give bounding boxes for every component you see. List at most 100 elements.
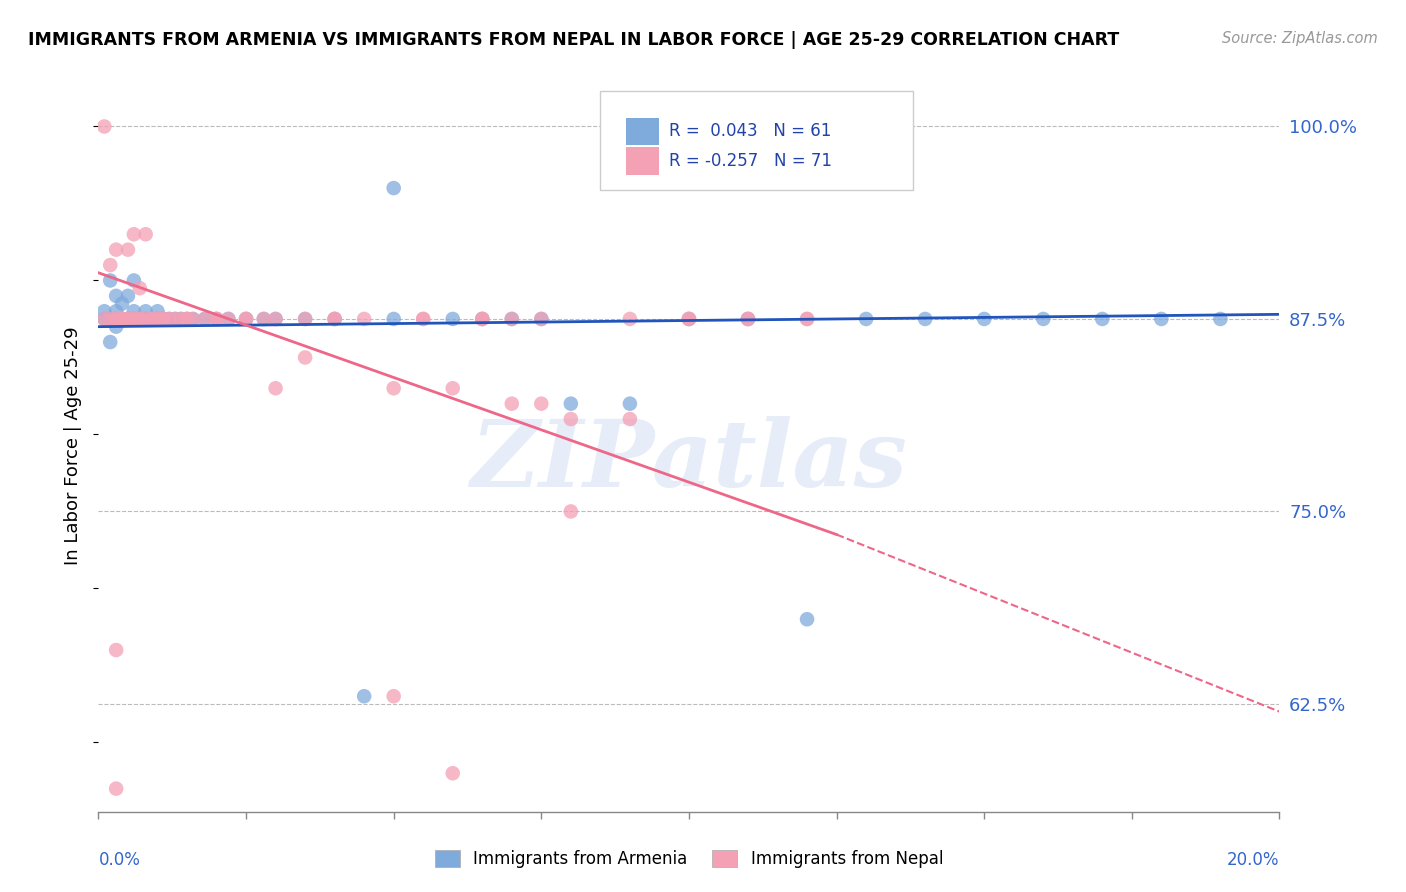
- Point: [141, 312, 163, 326]
- Point: [737, 312, 759, 326]
- Point: [128, 312, 150, 326]
- Point: [205, 312, 228, 326]
- Point: [441, 766, 464, 780]
- Point: [117, 312, 139, 326]
- Point: [205, 312, 228, 326]
- Point: [235, 312, 257, 326]
- Point: [98, 312, 121, 326]
- Point: [128, 312, 150, 326]
- Point: [141, 312, 163, 326]
- Point: [157, 312, 180, 326]
- Point: [501, 312, 523, 326]
- Point: [105, 243, 128, 257]
- Point: [105, 289, 128, 303]
- Point: [122, 227, 145, 242]
- Point: [796, 312, 818, 326]
- Text: 20.0%: 20.0%: [1227, 851, 1279, 869]
- Point: [796, 312, 818, 326]
- Text: IMMIGRANTS FROM ARMENIA VS IMMIGRANTS FROM NEPAL IN LABOR FORCE | AGE 25-29 CORR: IMMIGRANTS FROM ARMENIA VS IMMIGRANTS FR…: [28, 31, 1119, 49]
- Text: Source: ZipAtlas.com: Source: ZipAtlas.com: [1222, 31, 1378, 46]
- Text: R = -0.257   N = 71: R = -0.257 N = 71: [669, 152, 832, 169]
- Point: [98, 312, 121, 326]
- Point: [105, 643, 128, 657]
- Point: [141, 312, 163, 326]
- Point: [141, 312, 163, 326]
- Text: R =  0.043   N = 61: R = 0.043 N = 61: [669, 122, 831, 140]
- Point: [619, 312, 641, 326]
- Point: [111, 312, 134, 326]
- Point: [105, 319, 128, 334]
- Point: [323, 312, 346, 326]
- Point: [135, 312, 157, 326]
- Point: [128, 281, 150, 295]
- Point: [382, 690, 405, 704]
- Point: [170, 312, 193, 326]
- Point: [122, 273, 145, 287]
- Point: [93, 312, 115, 326]
- Point: [264, 381, 287, 395]
- Point: [855, 312, 877, 326]
- Point: [530, 312, 553, 326]
- Point: [205, 312, 228, 326]
- Point: [619, 412, 641, 426]
- Point: [560, 504, 582, 518]
- Point: [235, 312, 257, 326]
- Point: [914, 312, 936, 326]
- Point: [135, 227, 157, 242]
- Point: [111, 312, 134, 326]
- Point: [111, 312, 134, 326]
- Point: [471, 312, 494, 326]
- Text: 0.0%: 0.0%: [98, 851, 141, 869]
- Point: [973, 312, 995, 326]
- FancyBboxPatch shape: [626, 147, 659, 175]
- Point: [560, 397, 582, 411]
- Point: [412, 312, 434, 326]
- Point: [530, 397, 553, 411]
- Point: [176, 312, 198, 326]
- Point: [1091, 312, 1114, 326]
- Point: [111, 296, 134, 310]
- Point: [264, 312, 287, 326]
- Point: [619, 397, 641, 411]
- Point: [105, 312, 128, 326]
- Point: [117, 243, 139, 257]
- Point: [194, 312, 217, 326]
- Point: [217, 312, 239, 326]
- Point: [170, 312, 193, 326]
- Point: [128, 312, 150, 326]
- Point: [105, 304, 128, 318]
- Point: [146, 304, 169, 318]
- Point: [181, 312, 204, 326]
- Point: [93, 304, 115, 318]
- Point: [294, 312, 316, 326]
- Point: [135, 312, 157, 326]
- Point: [176, 312, 198, 326]
- Point: [165, 312, 187, 326]
- Point: [152, 312, 174, 326]
- FancyBboxPatch shape: [600, 91, 914, 190]
- Point: [105, 312, 128, 326]
- Point: [98, 258, 121, 272]
- Y-axis label: In Labor Force | Age 25-29: In Labor Force | Age 25-29: [65, 326, 83, 566]
- Point: [146, 312, 169, 326]
- Point: [737, 312, 759, 326]
- Point: [105, 312, 128, 326]
- Point: [98, 273, 121, 287]
- Point: [323, 312, 346, 326]
- Point: [353, 690, 375, 704]
- Point: [441, 312, 464, 326]
- Text: ZIPatlas: ZIPatlas: [471, 416, 907, 506]
- Point: [294, 312, 316, 326]
- Point: [471, 312, 494, 326]
- Point: [1209, 312, 1232, 326]
- Point: [122, 304, 145, 318]
- Point: [530, 312, 553, 326]
- Point: [93, 120, 115, 134]
- Point: [135, 304, 157, 318]
- Point: [111, 312, 134, 326]
- Point: [152, 312, 174, 326]
- Point: [117, 312, 139, 326]
- Point: [737, 312, 759, 326]
- Point: [678, 312, 700, 326]
- Point: [128, 312, 150, 326]
